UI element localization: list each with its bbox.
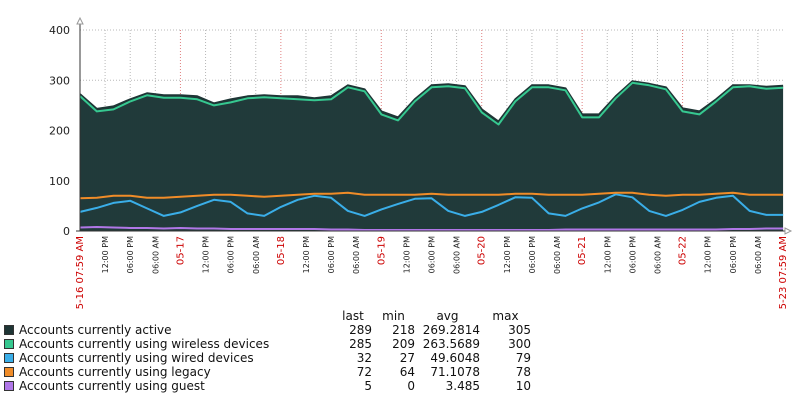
- x-tick-label: 06:00 PM: [628, 236, 637, 273]
- x-tick-label: 06:00 AM: [754, 236, 763, 274]
- x-tick-label: 12:00 PM: [302, 236, 311, 273]
- series-line-accounts-currently-using-wired-devices: [79, 193, 784, 217]
- legend-series-name: Accounts currently active: [19, 323, 172, 337]
- x-tick-label: 05-17: [175, 236, 186, 265]
- series-line-accounts-currently-using-legacy: [80, 191, 784, 200]
- legend-last: 5: [364, 379, 372, 393]
- x-tick-label: 05-23 07:59 AM: [778, 236, 789, 310]
- x-tick-label: 06:00 PM: [227, 236, 236, 273]
- y-tick-label: 0: [63, 225, 70, 238]
- x-tick-label: 05-22: [678, 236, 689, 265]
- grid: [80, 29, 783, 231]
- legend-table: last min avg max Accounts currently acti…: [4, 309, 531, 393]
- x-tick-label: 06:00 PM: [729, 236, 738, 273]
- legend-header-min: min: [382, 309, 405, 323]
- legend-last: 72: [356, 365, 372, 379]
- legend-series-name: Accounts currently using wireless device…: [19, 337, 270, 351]
- legend-min: 64: [399, 365, 415, 379]
- legend-max: 305: [508, 323, 531, 337]
- axes: [76, 16, 793, 235]
- legend-swatch: [4, 325, 14, 335]
- legend-swatch: [4, 367, 14, 377]
- legend-last: 32: [356, 351, 372, 365]
- x-tick-label: 06:00 AM: [553, 236, 562, 274]
- legend-avg: 49.6048: [430, 351, 480, 365]
- x-tick-label: 12:00 PM: [503, 236, 512, 273]
- x-tick-label: 06:00 AM: [151, 236, 160, 274]
- x-tick-label: 06:00 AM: [252, 236, 261, 274]
- x-tick-label: 05-19: [376, 236, 387, 265]
- series-line-accounts-currently-active: [79, 80, 784, 123]
- x-tick-label: 12:00 PM: [202, 236, 211, 273]
- legend-row: Accounts currently using legacy 72 64 71…: [4, 365, 531, 379]
- legend-avg: 269.2814: [422, 323, 480, 337]
- series-lines: [79, 80, 784, 231]
- legend-last: 289: [349, 323, 372, 337]
- legend-swatch: [4, 381, 14, 391]
- legend-header-max: max: [492, 309, 519, 323]
- x-tick-label: 05-21: [577, 236, 588, 265]
- legend-series-name: Accounts currently using legacy: [19, 365, 211, 379]
- x-axis-arrow: [784, 227, 793, 235]
- legend-min: 218: [392, 323, 415, 337]
- y-tick-label: 300: [49, 74, 70, 87]
- legend-min: 209: [392, 337, 415, 351]
- x-tick-label: 05-16 07:59 AM: [75, 236, 86, 310]
- x-tick-label: 12:00 PM: [101, 236, 110, 273]
- y-tick-label: 100: [49, 175, 70, 188]
- legend-series-name: Accounts currently using wired devices: [19, 351, 254, 365]
- y-tick-labels: 0 100 200 300 400: [49, 24, 70, 238]
- y-axis-arrow: [76, 16, 84, 25]
- legend-min: 0: [407, 379, 415, 393]
- legend-swatch: [4, 339, 14, 349]
- legend-row: Accounts currently using wireless device…: [4, 337, 531, 351]
- legend-last: 285: [349, 337, 372, 351]
- legend-header-avg: avg: [436, 309, 459, 323]
- chart: 0 100 200 300 400 05-16 07:59 AM 12:00 PM 06:0…: [49, 16, 793, 310]
- legend-swatch: [4, 353, 14, 363]
- x-tick-label: 06:00 AM: [653, 236, 662, 274]
- legend-row: Accounts currently using guest 5 0 3.485…: [4, 379, 531, 393]
- x-tick-label: 12:00 PM: [603, 236, 612, 273]
- legend-row: Accounts currently using wired devices 3…: [4, 351, 531, 365]
- legend-header-row: last min avg max: [4, 309, 531, 323]
- x-tick-label: 06:00 AM: [352, 236, 361, 274]
- x-tick-label: 12:00 PM: [402, 236, 411, 273]
- legend-min: 27: [399, 351, 415, 365]
- legend-row: Accounts currently active 289 218 269.28…: [4, 323, 531, 337]
- legend-header-last: last: [342, 309, 364, 323]
- y-tick-label: 400: [49, 24, 70, 37]
- x-tick-label: 05-18: [276, 236, 287, 265]
- x-tick-label: 06:00 PM: [528, 236, 537, 273]
- x-tick-labels: 05-16 07:59 AM 12:00 PM 06:00 PM 06:00 AM 05…: [75, 236, 789, 310]
- legend-max: 78: [515, 365, 531, 379]
- legend-max: 10: [515, 379, 531, 393]
- series-line-accounts-currently-using-guest: [80, 226, 784, 231]
- legend-max: 300: [508, 337, 531, 351]
- x-tick-label: 06:00 PM: [327, 236, 336, 273]
- x-tick-label: 05-20: [477, 236, 488, 265]
- x-tick-label: 12:00 PM: [704, 236, 713, 273]
- x-tick-label: 06:00 AM: [453, 236, 462, 274]
- y-tick-label: 200: [49, 125, 70, 138]
- legend-max: 79: [515, 351, 531, 365]
- x-tick-label: 06:00 PM: [126, 236, 135, 273]
- x-tick-label: 06:00 PM: [428, 236, 437, 273]
- legend-avg: 3.485: [445, 379, 480, 393]
- legend-series-name: Accounts currently using guest: [19, 379, 205, 393]
- legend-avg: 263.5689: [422, 337, 480, 351]
- series-line-accounts-currently-using-wireless-devices: [79, 81, 784, 126]
- legend-avg: 71.1078: [430, 365, 480, 379]
